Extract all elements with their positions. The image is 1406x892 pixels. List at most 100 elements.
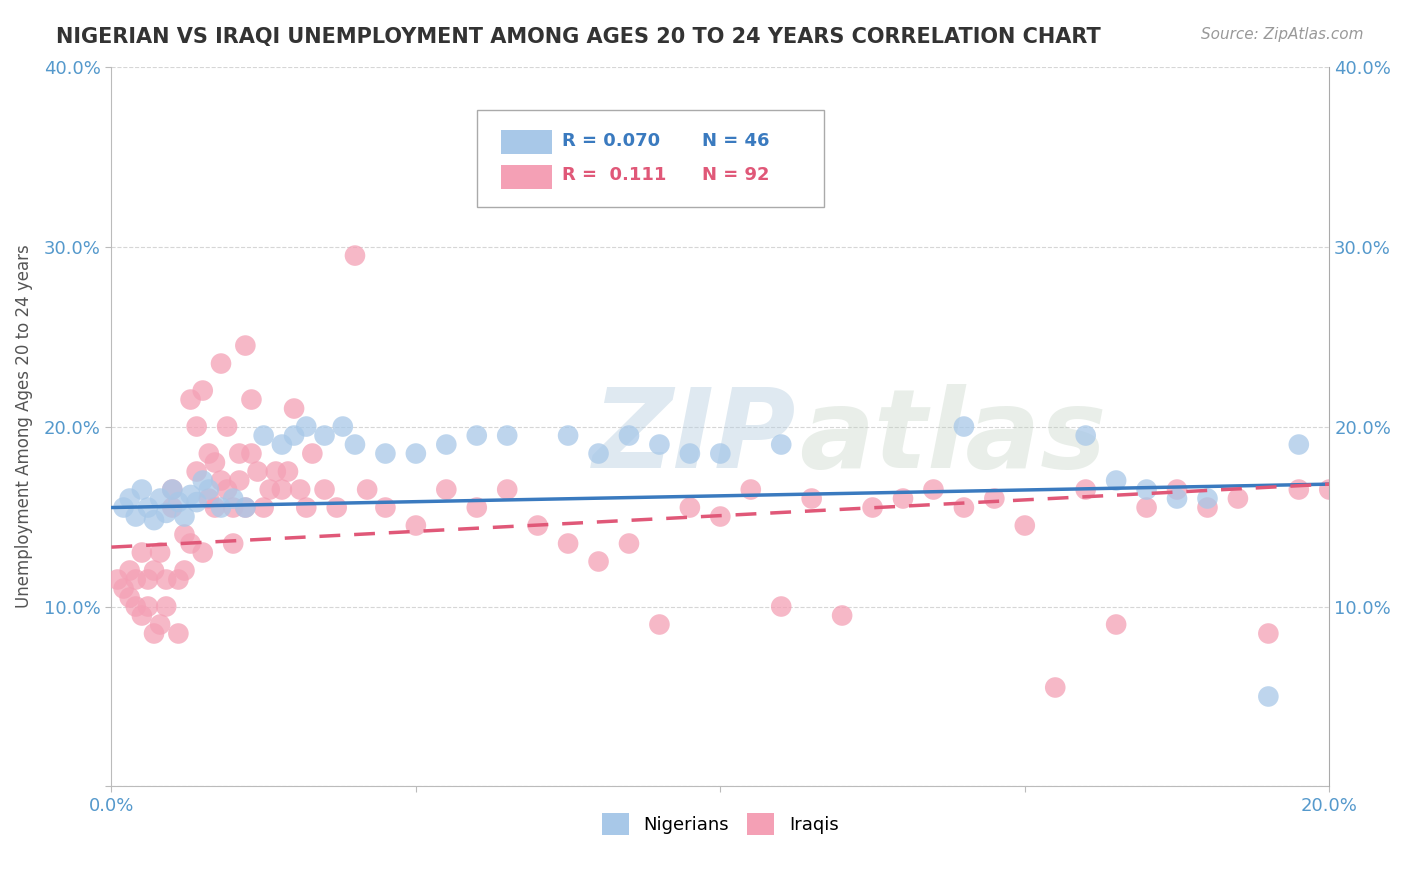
Point bbox=[118, 564, 141, 578]
Point bbox=[253, 500, 276, 515]
Point bbox=[526, 150, 548, 164]
Point bbox=[891, 491, 914, 506]
Point bbox=[222, 536, 245, 550]
Point bbox=[136, 599, 159, 614]
Point bbox=[143, 564, 166, 578]
Point bbox=[209, 357, 232, 371]
Point bbox=[131, 483, 153, 497]
Point bbox=[118, 491, 141, 506]
Point bbox=[465, 428, 488, 442]
Point bbox=[1074, 483, 1097, 497]
Point bbox=[107, 573, 129, 587]
Point bbox=[246, 465, 269, 479]
Point bbox=[209, 500, 232, 515]
Point bbox=[209, 474, 232, 488]
Point bbox=[588, 555, 610, 569]
Point bbox=[1105, 474, 1128, 488]
Text: Source: ZipAtlas.com: Source: ZipAtlas.com bbox=[1201, 27, 1364, 42]
Text: R = 0.070: R = 0.070 bbox=[562, 132, 661, 150]
Point bbox=[180, 536, 202, 550]
Point bbox=[1166, 491, 1188, 506]
Point bbox=[679, 446, 702, 460]
Point bbox=[283, 428, 305, 442]
Point bbox=[557, 428, 579, 442]
FancyBboxPatch shape bbox=[477, 110, 824, 207]
Point bbox=[405, 518, 427, 533]
Point bbox=[143, 513, 166, 527]
Point bbox=[125, 573, 148, 587]
Point bbox=[1045, 681, 1067, 695]
Point bbox=[222, 500, 245, 515]
Point bbox=[173, 527, 195, 541]
Point bbox=[1257, 690, 1279, 704]
Text: atlas: atlas bbox=[800, 384, 1107, 491]
FancyBboxPatch shape bbox=[501, 130, 553, 154]
Point bbox=[1317, 483, 1340, 497]
Point bbox=[217, 483, 239, 497]
Legend: Nigerians, Iraqis: Nigerians, Iraqis bbox=[602, 813, 838, 835]
Point bbox=[288, 483, 311, 497]
Point bbox=[1166, 483, 1188, 497]
Point bbox=[155, 573, 177, 587]
Point bbox=[149, 617, 172, 632]
Point bbox=[228, 474, 250, 488]
Point bbox=[253, 428, 276, 442]
Point bbox=[831, 608, 853, 623]
Point bbox=[204, 456, 226, 470]
Point bbox=[434, 483, 457, 497]
Point bbox=[277, 465, 299, 479]
Point bbox=[112, 500, 135, 515]
Point bbox=[186, 495, 208, 509]
Point bbox=[155, 506, 177, 520]
Point bbox=[240, 446, 263, 460]
Point bbox=[198, 483, 221, 497]
Point bbox=[191, 384, 214, 398]
Point bbox=[149, 491, 172, 506]
Point bbox=[173, 564, 195, 578]
Point bbox=[740, 483, 762, 497]
Point bbox=[264, 465, 287, 479]
Point bbox=[301, 446, 323, 460]
Point bbox=[1135, 483, 1157, 497]
Point bbox=[648, 617, 671, 632]
Point bbox=[271, 437, 294, 451]
Point bbox=[112, 582, 135, 596]
Point bbox=[496, 428, 519, 442]
Point bbox=[173, 509, 195, 524]
Point bbox=[709, 509, 731, 524]
Point bbox=[295, 500, 318, 515]
Point bbox=[235, 338, 257, 352]
Point bbox=[259, 483, 281, 497]
Point bbox=[136, 573, 159, 587]
Point bbox=[149, 545, 172, 559]
Point bbox=[125, 599, 148, 614]
Point bbox=[953, 419, 976, 434]
Y-axis label: Unemployment Among Ages 20 to 24 years: Unemployment Among Ages 20 to 24 years bbox=[15, 244, 32, 608]
Point bbox=[1105, 617, 1128, 632]
Text: N = 92: N = 92 bbox=[702, 166, 769, 185]
Point bbox=[953, 500, 976, 515]
Point bbox=[131, 545, 153, 559]
Point bbox=[588, 446, 610, 460]
Point bbox=[1348, 491, 1371, 506]
Point bbox=[271, 483, 294, 497]
Point bbox=[709, 446, 731, 460]
Point bbox=[1074, 428, 1097, 442]
Point bbox=[136, 500, 159, 515]
Point bbox=[374, 500, 396, 515]
Point bbox=[198, 446, 221, 460]
Point bbox=[405, 446, 427, 460]
Point bbox=[222, 491, 245, 506]
Point bbox=[1197, 500, 1219, 515]
Text: N = 46: N = 46 bbox=[702, 132, 769, 150]
Point bbox=[465, 500, 488, 515]
Point bbox=[800, 491, 823, 506]
Point bbox=[496, 483, 519, 497]
Point bbox=[1288, 437, 1310, 451]
Point bbox=[198, 491, 221, 506]
Point bbox=[1288, 483, 1310, 497]
FancyBboxPatch shape bbox=[501, 164, 553, 189]
Point bbox=[332, 419, 354, 434]
Point bbox=[922, 483, 945, 497]
Point bbox=[162, 483, 184, 497]
